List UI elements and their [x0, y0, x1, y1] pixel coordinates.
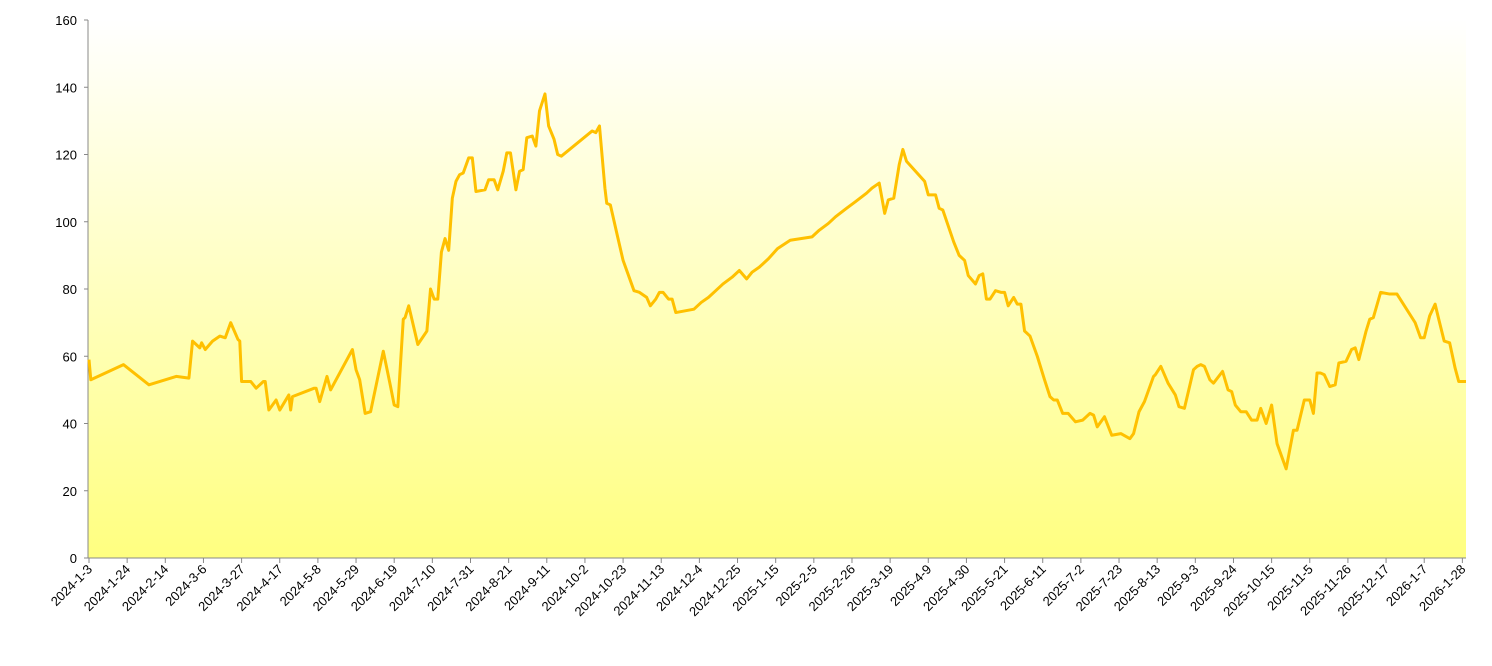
y-tick-label: 120	[55, 148, 77, 163]
y-tick-label: 60	[63, 349, 77, 364]
y-tick-label: 140	[55, 80, 77, 95]
y-tick-label: 100	[55, 215, 77, 230]
y-tick-label: 20	[63, 484, 77, 499]
y-tick-label: 40	[63, 417, 77, 432]
data-line	[87, 92, 1466, 471]
plot-area	[88, 20, 1466, 558]
y-tick-label: 0	[70, 551, 77, 566]
y-tick-label: 80	[63, 282, 77, 297]
y-tick-label: 160	[55, 13, 77, 28]
